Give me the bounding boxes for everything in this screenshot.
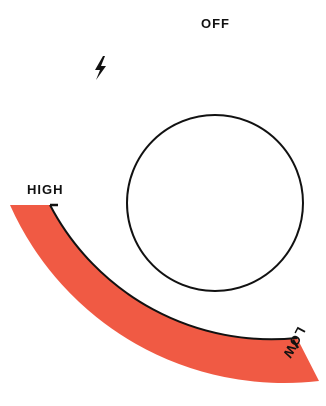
dial-knob[interactable] [126,114,304,292]
low-tick [291,339,300,349]
lightning-bolt-icon [95,56,106,80]
heat-level-arc[interactable] [10,205,319,384]
power-state-label[interactable]: OFF [201,16,230,31]
high-label: HIGH [27,182,64,197]
dial-track-line [49,204,298,341]
